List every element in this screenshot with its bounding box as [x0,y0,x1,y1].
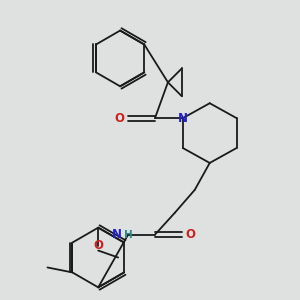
Text: O: O [114,112,124,124]
Text: O: O [186,228,196,241]
Text: N: N [112,228,122,241]
Text: N: N [178,112,188,124]
Text: H: H [124,230,133,240]
Text: O: O [93,239,103,252]
